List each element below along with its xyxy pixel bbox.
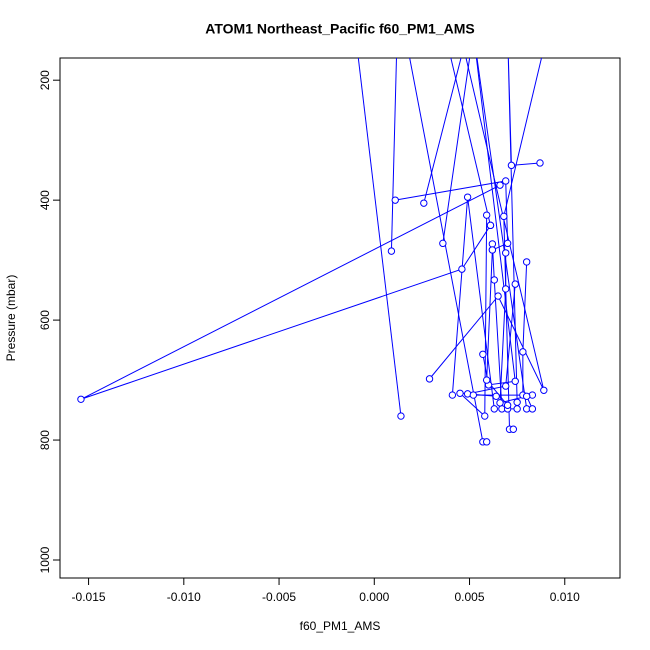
- x-tick-label: 0.010: [550, 590, 580, 604]
- series-line: [475, 58, 516, 386]
- chart-title: ATOM1 Northeast_Pacific f60_PM1_AMS: [205, 21, 474, 37]
- point: [522, 392, 531, 400]
- point: [519, 348, 527, 356]
- point: [463, 193, 472, 201]
- point: [502, 285, 510, 293]
- point: [420, 199, 428, 207]
- point: [479, 350, 487, 358]
- point: [513, 405, 521, 413]
- point: [469, 391, 478, 399]
- point: [481, 412, 489, 420]
- point: [502, 382, 510, 390]
- point: [511, 377, 519, 385]
- series-line: [450, 58, 491, 226]
- point: [509, 425, 518, 433]
- x-tick-label: -0.015: [72, 590, 106, 604]
- point: [490, 405, 498, 413]
- point: [502, 177, 510, 185]
- point: [540, 386, 548, 394]
- point: [507, 161, 516, 170]
- point: [391, 196, 399, 204]
- y-tick-label: 800: [38, 430, 52, 450]
- y-tick-label: 600: [38, 310, 52, 330]
- y-tick-label: 400: [38, 190, 52, 210]
- point: [522, 258, 531, 266]
- series-line: [80, 184, 501, 400]
- point: [496, 181, 504, 189]
- point: [503, 401, 512, 409]
- x-tick-label: -0.005: [262, 590, 296, 604]
- point: [448, 391, 457, 399]
- y-tick-label: 1000: [38, 546, 52, 573]
- point: [503, 239, 512, 248]
- point: [482, 438, 491, 446]
- x-tick-label: 0.005: [455, 590, 485, 604]
- point: [500, 212, 508, 221]
- point: [458, 265, 466, 273]
- series-line: [458, 215, 497, 418]
- x-tick-label: -0.010: [167, 590, 201, 604]
- x-tick-label: 0.000: [359, 590, 389, 604]
- point: [513, 398, 521, 406]
- plot-box: [59, 57, 621, 579]
- point: [387, 247, 396, 255]
- series-line: [357, 58, 402, 417]
- point: [488, 240, 497, 248]
- plot-area: [77, 58, 548, 446]
- point: [397, 412, 405, 420]
- point: [488, 246, 497, 254]
- point: [456, 389, 464, 397]
- point: [502, 249, 510, 257]
- point: [77, 395, 85, 403]
- y-tick-label: 200: [38, 70, 52, 90]
- x-axis-label: f60_PM1_AMS: [300, 619, 381, 633]
- y-axis-label: Pressure (mbar): [4, 275, 18, 362]
- point: [494, 292, 502, 300]
- point: [490, 276, 498, 284]
- point: [536, 159, 544, 167]
- point: [482, 376, 491, 384]
- series-line: [423, 58, 462, 204]
- point: [439, 239, 447, 248]
- point: [486, 221, 495, 230]
- series-line: [429, 58, 545, 391]
- series-line: [442, 58, 528, 409]
- point: [492, 392, 500, 400]
- point: [528, 405, 537, 413]
- series-line: [390, 58, 397, 252]
- point: [511, 280, 519, 288]
- point: [496, 399, 504, 407]
- point: [425, 375, 434, 383]
- series-line: [507, 58, 541, 403]
- point: [482, 211, 491, 219]
